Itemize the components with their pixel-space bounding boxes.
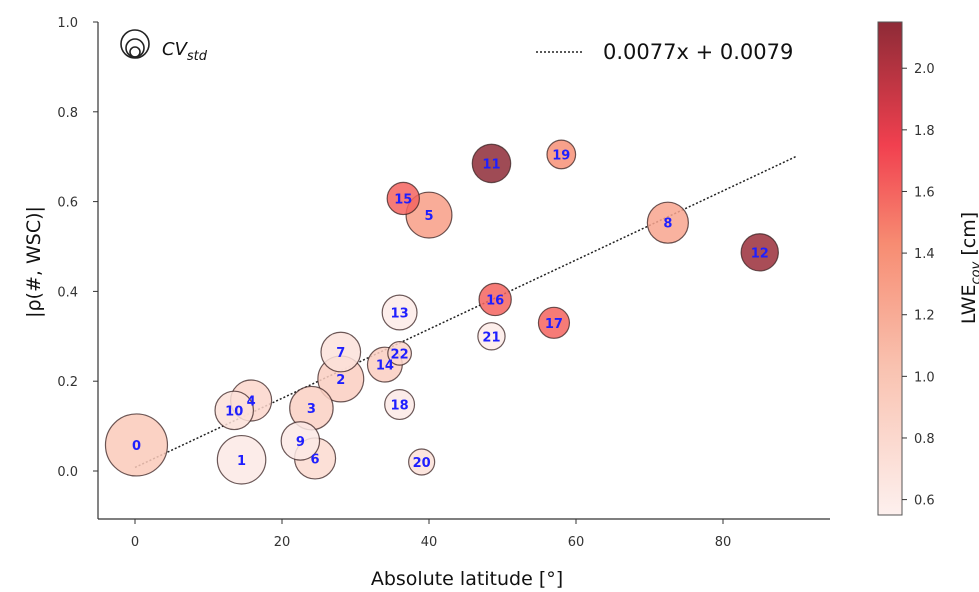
y-tick-label: 0.8 (57, 106, 78, 121)
data-point-label-3: 3 (307, 402, 316, 417)
data-point-label-9: 9 (296, 435, 305, 450)
fit-legend-label: 0.0077x + 0.0079 (603, 40, 793, 64)
data-point-label-21: 21 (482, 330, 500, 345)
colorbar: 0.6 0.8 1.0 1.2 1.4 1.6 1.8 2.0 LWEcov [cm] (877, 21, 979, 516)
y-tick-label: 0.2 (57, 375, 78, 390)
data-point-16 (478, 282, 512, 317)
data-point-label-19: 19 (552, 148, 570, 163)
fit-legend: 0.0077x + 0.0079 (536, 40, 793, 64)
data-point-label-4: 4 (247, 395, 256, 410)
data-point-label-22: 22 (391, 347, 409, 362)
colorbar-tick-label: 1.6 (914, 185, 935, 200)
data-point-10 (214, 390, 255, 431)
colorbar-tick-label: 0.8 (914, 432, 935, 447)
colorbar-tick-label: 2.0 (914, 62, 935, 77)
data-point-22 (387, 340, 413, 366)
data-point-label-6: 6 (311, 452, 320, 467)
x-tick-label: 20 (274, 535, 291, 550)
y-tick-label: 1.0 (57, 16, 78, 31)
data-point-label-14: 14 (376, 359, 394, 374)
data-point-label-20: 20 (413, 456, 431, 471)
data-point-label-0: 0 (132, 439, 141, 454)
axes: 0 20 40 60 800.00.20.40.60.81.0 (57, 16, 830, 550)
x-axis-label: Absolute latitude [°] (371, 568, 563, 590)
data-point-15 (386, 181, 420, 216)
data-point-21 (477, 322, 506, 351)
x-tick-label: 60 (568, 535, 585, 550)
data-points (104, 139, 779, 485)
data-point-20 (408, 448, 436, 476)
colorbar-tick-label: 1.2 (914, 309, 935, 324)
y-tick-label: 0.6 (57, 196, 78, 211)
data-point-label-15: 15 (394, 192, 412, 207)
data-point-13 (381, 294, 418, 331)
data-point-label-17: 17 (545, 317, 563, 332)
data-point-12 (740, 233, 779, 272)
data-point-18 (384, 389, 416, 421)
size-legend: CVstd (120, 29, 208, 64)
y-axis-label: |ρ(#, WSC)| (23, 206, 45, 318)
size-legend-circle-large (120, 29, 150, 59)
data-point-8 (646, 201, 689, 244)
data-point-label-11: 11 (482, 157, 500, 172)
colorbar-tick-label: 1.4 (914, 247, 935, 262)
data-point-label-5: 5 (424, 209, 433, 224)
data-point-label-2: 2 (336, 373, 345, 388)
size-legend-circle-medium (125, 38, 145, 58)
data-point-label-16: 16 (486, 293, 504, 308)
data-point-label-10: 10 (225, 404, 243, 419)
colorbar-tick-label: 1.8 (914, 124, 935, 139)
y-tick-label: 0.4 (57, 285, 78, 300)
size-legend-label: CVstd (162, 39, 208, 64)
x-tick-label: 40 (421, 535, 438, 550)
data-point-label-18: 18 (391, 399, 409, 414)
y-tick-label: 0.0 (57, 465, 78, 480)
data-point-7 (320, 331, 362, 373)
data-point-label-7: 7 (336, 346, 345, 361)
data-point-label-13: 13 (391, 307, 409, 322)
colorbar-label: LWEcov [cm] (958, 212, 979, 324)
size-legend-circle-small (129, 46, 141, 58)
data-point-11 (471, 143, 512, 184)
data-point-19 (546, 139, 577, 170)
colorbar-ticks: 0.6 0.8 1.0 1.2 1.4 1.6 1.8 2.0 (902, 62, 935, 509)
x-tick-label: 80 (715, 535, 732, 550)
colorbar-tick-label: 1.0 (914, 370, 935, 385)
data-point-label-8: 8 (663, 217, 672, 232)
colorbar-tick-label: 0.6 (914, 494, 935, 509)
data-point-label-12: 12 (751, 246, 769, 261)
data-point-1 (216, 434, 267, 485)
colorbar-gradient (877, 21, 903, 516)
data-point-0 (104, 413, 169, 477)
data-point-9 (280, 421, 321, 461)
data-point-17 (537, 306, 571, 339)
data-point-label-1: 1 (237, 454, 246, 469)
x-tick-label: 0 (131, 535, 139, 550)
